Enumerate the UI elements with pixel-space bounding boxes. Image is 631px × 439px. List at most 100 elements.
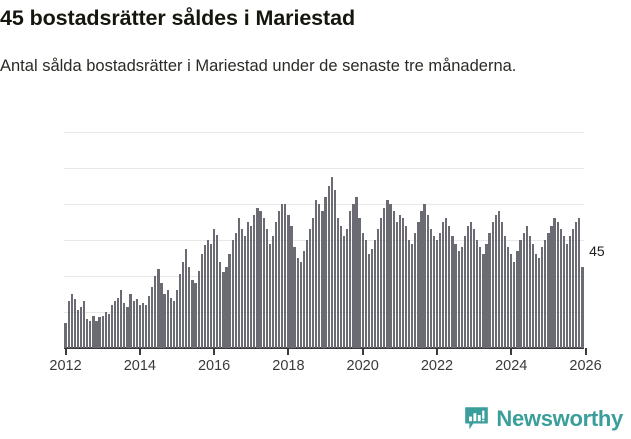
bar[interactable]	[565, 243, 569, 348]
bar[interactable]	[271, 236, 275, 348]
bar[interactable]	[148, 295, 151, 348]
bar[interactable]	[432, 236, 435, 348]
bar[interactable]	[541, 247, 544, 348]
bar[interactable]	[343, 236, 346, 348]
bar[interactable]	[528, 236, 531, 348]
bar[interactable]	[494, 214, 497, 348]
bar[interactable]	[293, 247, 296, 348]
bar[interactable]	[240, 229, 244, 348]
bar[interactable]	[302, 250, 305, 348]
bar[interactable]	[129, 294, 132, 348]
bar[interactable]	[401, 218, 405, 348]
bar[interactable]	[525, 225, 528, 348]
bar[interactable]	[194, 283, 197, 348]
bar[interactable]	[482, 254, 485, 348]
bar[interactable]	[534, 254, 538, 348]
bar[interactable]	[178, 274, 182, 348]
bar[interactable]	[429, 229, 432, 348]
bar[interactable]	[352, 204, 355, 348]
bar[interactable]	[284, 204, 287, 348]
bar[interactable]	[333, 189, 336, 348]
bar[interactable]	[219, 261, 222, 348]
bar[interactable]	[151, 286, 154, 348]
bar[interactable]	[262, 218, 265, 348]
bar[interactable]	[185, 249, 188, 348]
bar[interactable]	[98, 317, 101, 348]
bar[interactable]	[203, 245, 206, 348]
bar[interactable]	[367, 254, 370, 348]
bar[interactable]	[389, 204, 392, 348]
bar[interactable]	[83, 301, 86, 348]
bar[interactable]	[544, 240, 547, 348]
bar[interactable]	[454, 243, 457, 348]
bar[interactable]	[330, 177, 333, 348]
bar[interactable]	[166, 290, 169, 348]
bar[interactable]	[380, 218, 383, 348]
bar[interactable]	[175, 290, 179, 348]
bar[interactable]	[120, 290, 123, 348]
bar[interactable]	[234, 232, 237, 348]
bar[interactable]	[256, 207, 259, 348]
bar[interactable]	[67, 301, 70, 348]
bar[interactable]	[575, 222, 578, 348]
bar[interactable]	[299, 261, 302, 348]
bar[interactable]	[488, 232, 491, 348]
bar[interactable]	[513, 261, 516, 348]
bar[interactable]	[519, 240, 522, 348]
bar[interactable]	[370, 249, 374, 348]
bar[interactable]	[101, 315, 104, 348]
bar[interactable]	[73, 299, 76, 348]
bar[interactable]	[522, 232, 525, 348]
bar[interactable]	[225, 267, 228, 348]
bar[interactable]	[79, 306, 83, 348]
bar[interactable]	[435, 240, 439, 348]
bar[interactable]	[64, 322, 67, 348]
bar[interactable]	[466, 225, 470, 348]
bar[interactable]	[327, 186, 330, 348]
bar[interactable]	[445, 218, 448, 348]
bar[interactable]	[358, 218, 361, 348]
bar[interactable]	[191, 279, 194, 348]
bar[interactable]	[507, 247, 510, 348]
bar[interactable]	[231, 240, 234, 348]
bar[interactable]	[556, 222, 559, 348]
bar[interactable]	[392, 211, 395, 348]
bar[interactable]	[213, 229, 216, 348]
bar[interactable]	[423, 204, 426, 348]
bar[interactable]	[308, 229, 312, 348]
bar[interactable]	[237, 218, 240, 348]
bar[interactable]	[438, 232, 442, 348]
bar[interactable]	[200, 254, 203, 348]
bar[interactable]	[448, 225, 451, 348]
bar[interactable]	[107, 313, 110, 348]
bar[interactable]	[141, 303, 145, 348]
bar[interactable]	[491, 222, 494, 348]
bar[interactable]	[89, 321, 92, 348]
bar[interactable]	[228, 254, 231, 348]
bar[interactable]	[197, 270, 200, 348]
bar[interactable]	[265, 229, 268, 348]
bar[interactable]	[417, 222, 420, 348]
bar[interactable]	[553, 218, 556, 348]
bar[interactable]	[476, 240, 479, 348]
bar[interactable]	[500, 222, 504, 348]
bar[interactable]	[411, 243, 414, 348]
bar[interactable]	[547, 232, 550, 348]
bar[interactable]	[479, 247, 482, 348]
bar[interactable]	[531, 243, 535, 348]
bar[interactable]	[451, 236, 454, 348]
bar[interactable]	[460, 247, 463, 348]
bar[interactable]	[268, 243, 271, 348]
bar[interactable]	[318, 204, 321, 348]
bar[interactable]	[538, 258, 541, 348]
bar[interactable]	[395, 222, 398, 348]
bar[interactable]	[172, 301, 175, 348]
bar[interactable]	[287, 214, 290, 348]
bar[interactable]	[404, 225, 408, 348]
bar[interactable]	[209, 243, 213, 348]
bar[interactable]	[510, 254, 513, 348]
bar[interactable]	[259, 211, 262, 348]
bar[interactable]	[274, 222, 278, 348]
bar[interactable]	[442, 222, 445, 348]
bar[interactable]	[206, 240, 210, 348]
